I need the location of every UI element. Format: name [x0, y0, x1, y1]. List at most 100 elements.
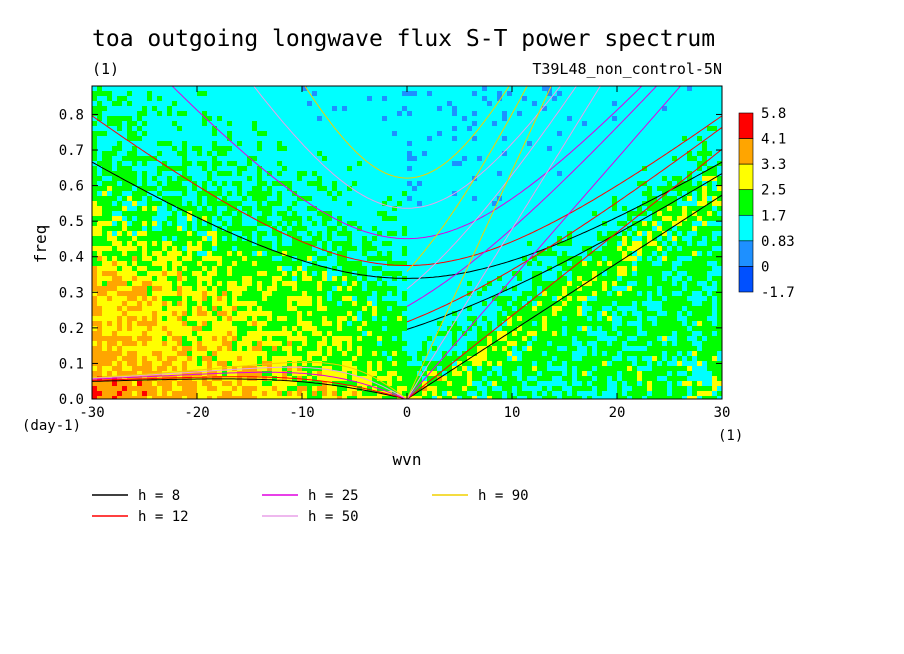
spectrum-cell — [222, 86, 227, 91]
spectrum-cell — [202, 246, 207, 251]
spectrum-cell — [407, 271, 412, 276]
spectrum-cell — [372, 246, 377, 251]
spectrum-cell — [542, 216, 547, 221]
spectrum-cell — [512, 181, 517, 186]
spectrum-cell — [322, 246, 327, 251]
spectrum-cell — [522, 96, 527, 101]
spectrum-cell — [462, 156, 467, 161]
spectrum-cell — [487, 181, 492, 186]
spectrum-cell — [137, 96, 142, 101]
spectrum-cell — [387, 261, 392, 266]
spectrum-cell — [662, 266, 667, 271]
spectrum-cell — [517, 251, 522, 256]
spectrum-cell — [647, 136, 652, 141]
spectrum-cell — [577, 131, 582, 136]
spectrum-cell — [277, 216, 282, 221]
spectrum-cell — [447, 131, 452, 136]
spectrum-cell — [677, 126, 682, 131]
spectrum-cell — [662, 216, 667, 221]
spectrum-cell — [367, 126, 372, 131]
spectrum-cell — [292, 266, 297, 271]
spectrum-cell — [657, 91, 662, 96]
spectrum-cell — [512, 206, 517, 211]
spectrum-cell — [342, 276, 347, 281]
spectrum-cell — [282, 266, 287, 271]
spectrum-cell — [462, 166, 467, 171]
spectrum-cell — [432, 241, 437, 246]
spectrum-cell — [122, 271, 127, 276]
spectrum-cell — [197, 151, 202, 156]
spectrum-cell — [322, 221, 327, 226]
spectrum-cell — [437, 106, 442, 111]
spectrum-cell — [482, 156, 487, 161]
spectrum-cell — [437, 251, 442, 256]
spectrum-cell — [567, 136, 572, 141]
spectrum-cell — [537, 121, 542, 126]
spectrum-cell — [467, 156, 472, 161]
spectrum-cell — [597, 111, 602, 116]
spectrum-cell — [467, 251, 472, 256]
spectrum-cell — [132, 231, 137, 236]
spectrum-cell — [357, 211, 362, 216]
spectrum-cell — [422, 191, 427, 196]
spectrum-cell — [462, 226, 467, 231]
spectrum-cell — [672, 96, 677, 101]
spectrum-cell — [362, 166, 367, 171]
spectrum-cell — [177, 141, 182, 146]
spectrum-cell — [272, 236, 277, 241]
spectrum-cell — [322, 261, 327, 266]
spectrum-cell — [147, 281, 152, 286]
spectrum-cell — [622, 161, 627, 166]
spectrum-cell — [662, 241, 667, 246]
spectrum-cell — [577, 86, 582, 91]
spectrum-cell — [712, 106, 717, 111]
spectrum-cell — [712, 211, 717, 216]
spectrum-cell — [437, 201, 442, 206]
spectrum-cell — [287, 96, 292, 101]
spectrum-cell — [262, 261, 267, 266]
spectrum-cell — [542, 201, 547, 206]
spectrum-cell — [407, 226, 412, 231]
spectrum-cell — [587, 216, 592, 221]
spectrum-cell — [587, 176, 592, 181]
spectrum-cell — [442, 271, 447, 276]
spectrum-cell — [97, 166, 102, 171]
spectrum-cell — [667, 246, 672, 251]
spectrum-cell — [692, 86, 697, 91]
spectrum-cell — [427, 246, 432, 251]
spectrum-cell — [167, 121, 172, 126]
spectrum-cell — [137, 106, 142, 111]
spectrum-cell — [152, 181, 157, 186]
spectrum-cell — [332, 276, 337, 281]
spectrum-cell — [507, 191, 512, 196]
spectrum-cell — [602, 166, 607, 171]
spectrum-cell — [477, 201, 482, 206]
spectrum-cell — [417, 136, 422, 141]
spectrum-cell — [287, 201, 292, 206]
spectrum-cell — [677, 206, 682, 211]
spectrum-cell — [227, 141, 232, 146]
spectrum-cell — [232, 146, 237, 151]
spectrum-cell — [162, 181, 167, 186]
spectrum-cell — [417, 186, 422, 191]
spectrum-cell — [322, 166, 327, 171]
spectrum-cell — [357, 91, 362, 96]
spectrum-cell — [212, 256, 217, 261]
spectrum-cell — [227, 261, 232, 266]
spectrum-cell — [562, 276, 567, 281]
spectrum-cell — [687, 251, 692, 256]
spectrum-cell — [267, 226, 272, 231]
spectrum-cell — [587, 201, 592, 206]
spectrum-cell — [392, 201, 397, 206]
spectrum-cell — [537, 146, 542, 151]
spectrum-cell — [357, 201, 362, 206]
spectrum-cell — [632, 171, 637, 176]
spectrum-cell — [387, 136, 392, 141]
spectrum-cell — [92, 116, 97, 121]
spectrum-cell — [542, 191, 547, 196]
spectrum-cell — [252, 91, 257, 96]
spectrum-cell — [272, 181, 277, 186]
spectrum-cell — [202, 141, 207, 146]
spectrum-cell — [582, 266, 587, 271]
spectrum-cell — [137, 251, 142, 256]
